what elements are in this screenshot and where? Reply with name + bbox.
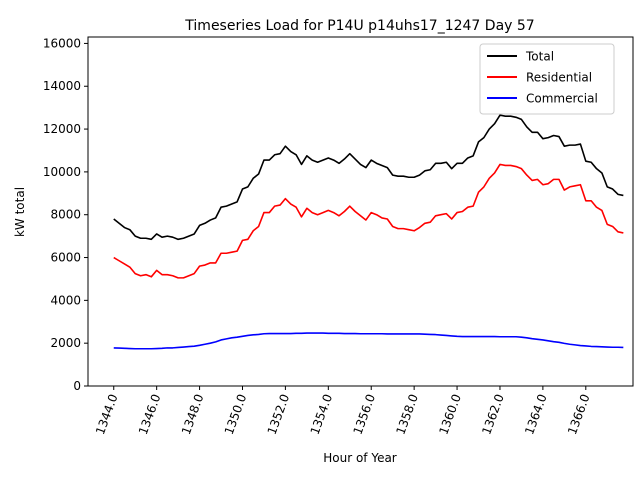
plot-lines [113,114,624,350]
y-axis: 0 2000 4000 6000 8000 10000 12000 14000 16000 [43,36,88,393]
legend-label-commercial: Commercial [526,92,598,106]
x-tick-label: 1350.0 [222,392,250,436]
y-tick-label: 8000 [50,208,81,222]
series-line-residential [113,163,624,279]
y-tick-label: 16000 [43,36,81,50]
y-tick-label: 14000 [43,79,81,93]
legend-label-residential: Residential [526,71,592,85]
x-tick-label: 1346.0 [136,392,164,436]
x-tick-label: 1344.0 [93,392,121,436]
x-tick-label: 1358.0 [393,392,421,436]
y-tick-label: 10000 [43,165,81,179]
series-line-commercial [113,332,624,350]
x-axis-label: Hour of Year [323,451,397,465]
plot-frame [87,36,634,387]
y-tick-label: 4000 [50,293,81,307]
legend: Total Residential Commercial [479,43,615,115]
x-tick-label: 1356.0 [351,392,379,436]
chart-title: Timeseries Load for P14U p14uhs17_1247 D… [184,18,534,34]
x-tick-label: 1348.0 [179,392,207,436]
y-tick-label: 0 [73,379,81,393]
x-tick-label: 1354.0 [308,392,336,436]
x-axis: 1344.0 1346.0 1348.0 1350.0 1352.0 1354.0 1356… [93,386,593,436]
series-line-total [113,114,624,241]
x-tick-label: 1362.0 [479,392,507,436]
y-tick-label: 12000 [43,122,81,136]
y-tick-label: 6000 [50,251,81,265]
x-tick-label: 1352.0 [265,392,293,436]
legend-box [479,43,615,115]
x-tick-label: 1366.0 [565,392,593,436]
x-tick-label: 1364.0 [522,392,550,436]
y-tick-label: 2000 [50,336,81,350]
x-tick-label: 1360.0 [436,392,464,436]
y-axis-label: kW total [13,187,27,237]
legend-label-total: Total [525,50,554,64]
